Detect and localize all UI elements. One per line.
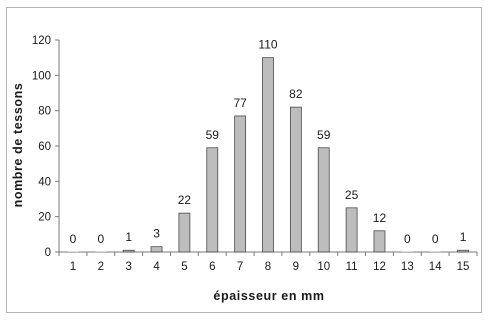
y-tick-label: 80 bbox=[38, 106, 51, 118]
data-label: 0 bbox=[70, 232, 77, 246]
bar bbox=[234, 115, 247, 253]
y-tick-label: 120 bbox=[32, 35, 51, 47]
data-label: 110 bbox=[258, 38, 277, 52]
bar bbox=[206, 147, 219, 253]
x-tick-label: 7 bbox=[237, 261, 243, 273]
bar bbox=[457, 249, 469, 253]
bar bbox=[122, 249, 135, 253]
x-tick-label: 5 bbox=[181, 261, 187, 273]
bar bbox=[262, 57, 274, 253]
y-tick-label: 100 bbox=[32, 70, 51, 82]
data-label: 0 bbox=[97, 232, 104, 246]
x-tick-label: 6 bbox=[209, 261, 215, 273]
x-tick-label: 13 bbox=[401, 261, 414, 273]
bar bbox=[67, 251, 79, 252]
x-tick-label: 8 bbox=[265, 261, 271, 273]
data-label: 59 bbox=[317, 128, 331, 142]
x-tick-label: 3 bbox=[125, 261, 131, 273]
bar bbox=[429, 251, 441, 252]
bar bbox=[289, 106, 302, 253]
bar bbox=[373, 230, 386, 253]
bar bbox=[95, 251, 107, 252]
data-label: 0 bbox=[432, 232, 439, 246]
y-axis: 0 20 40 60 80 100 120 bbox=[32, 35, 60, 259]
x-axis: 1 2 3 4 5 6 7 8 9 10 11 12 13 14 15 bbox=[58, 251, 478, 273]
y-tick-label: 60 bbox=[38, 141, 51, 153]
bar bbox=[345, 207, 358, 253]
x-axis-title: épaisseur en mm bbox=[213, 289, 324, 303]
bar bbox=[178, 212, 191, 253]
data-label: 25 bbox=[345, 188, 359, 202]
x-tick-label: 2 bbox=[98, 261, 104, 273]
y-tick-label: 40 bbox=[38, 176, 51, 188]
data-label: 0 bbox=[404, 232, 411, 246]
bars bbox=[67, 57, 469, 253]
x-tick-label: 9 bbox=[293, 261, 299, 273]
x-tick-label: 12 bbox=[373, 261, 386, 273]
x-tick-label: 11 bbox=[346, 261, 358, 273]
data-labels: 0 0 1 3 22 59 77 110 82 59 25 12 0 0 1 bbox=[70, 38, 467, 246]
data-label: 1 bbox=[125, 230, 132, 244]
data-label: 82 bbox=[289, 87, 303, 101]
y-axis-title: nombre de tessons bbox=[11, 83, 25, 208]
bar bbox=[317, 147, 330, 253]
y-tick-label: 20 bbox=[38, 212, 51, 224]
data-label: 3 bbox=[153, 227, 160, 241]
data-label: 1 bbox=[460, 230, 467, 244]
x-tick-label: 14 bbox=[429, 261, 442, 273]
data-label: 59 bbox=[206, 128, 220, 142]
x-tick-label: 4 bbox=[153, 261, 160, 273]
y-tick-label: 0 bbox=[45, 247, 51, 259]
data-label: 22 bbox=[178, 193, 192, 207]
bar bbox=[150, 246, 163, 253]
data-label: 12 bbox=[373, 211, 387, 225]
x-tick-label: 1 bbox=[70, 261, 76, 273]
x-tick-label: 15 bbox=[457, 261, 470, 273]
bar bbox=[401, 251, 413, 252]
x-tick-label: 10 bbox=[317, 261, 330, 273]
data-label: 77 bbox=[233, 96, 247, 110]
